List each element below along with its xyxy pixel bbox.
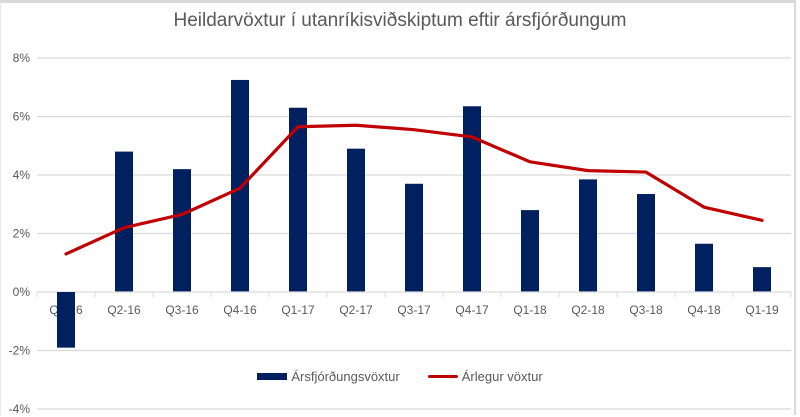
y-tick-label: 4% (13, 168, 31, 182)
legend-label: Ársfjórðungsvöxtur (291, 369, 400, 384)
legend: Ársfjórðungsvöxtur Árlegur vöxtur (0, 369, 800, 384)
x-tick-label: Q4-16 (223, 303, 257, 317)
bar-q3-16[interactable] (173, 169, 191, 292)
bar-negative-overlay (57, 292, 75, 348)
bar-q1-17[interactable] (289, 107, 307, 292)
y-tick-label: 0% (13, 285, 31, 299)
bar-q3-18[interactable] (637, 194, 655, 292)
bar-q4-18[interactable] (695, 243, 713, 292)
y-tick-label: 2% (13, 227, 31, 241)
legend-item-annual[interactable]: Árlegur vöxtur (427, 369, 543, 384)
legend-label: Árlegur vöxtur (461, 369, 543, 384)
x-tick-label: Q3-17 (397, 303, 431, 317)
x-tick-label: Q3-16 (165, 303, 199, 317)
x-tick-label: Q1-19 (745, 303, 779, 317)
bar-q3-17[interactable] (405, 183, 423, 292)
x-tick-label: Q4-18 (687, 303, 721, 317)
legend-line-swatch-icon (427, 375, 458, 378)
legend-bar-swatch-icon (257, 373, 288, 380)
chart-title: Heildarvöxtur í utanríkisviðskiptum efti… (173, 10, 627, 31)
bar-q4-17[interactable] (463, 106, 481, 292)
annual-growth-line[interactable] (64, 123, 764, 256)
x-tick-label: Q1-17 (281, 303, 315, 317)
x-tick-label: Q2-17 (339, 303, 373, 317)
bar-q2-18[interactable] (579, 179, 597, 292)
x-tick-label: Q3-18 (629, 303, 663, 317)
x-tick-label: Q4-17 (455, 303, 489, 317)
bar-q1-19[interactable] (753, 267, 771, 292)
x-tick-label: Q1-18 (513, 303, 547, 317)
x-tick-label: Q2-18 (571, 303, 605, 317)
x-tick-label: Q2-16 (107, 303, 141, 317)
y-tick-label: -2% (9, 344, 31, 358)
bar-q1-18[interactable] (521, 210, 539, 292)
y-tick-label: -4% (9, 402, 31, 416)
bar-q2-17[interactable] (347, 148, 365, 292)
bar-q2-16[interactable] (115, 151, 133, 292)
legend-item-quarterly[interactable]: Ársfjórðungsvöxtur (257, 369, 400, 384)
y-tick-label: 6% (13, 110, 31, 124)
y-tick-label: 8% (13, 51, 31, 65)
